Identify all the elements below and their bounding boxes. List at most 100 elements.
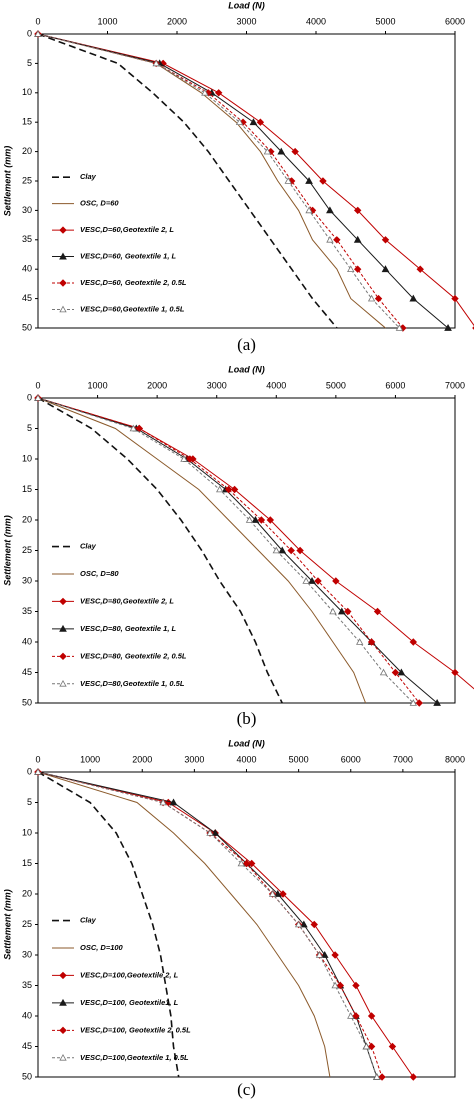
x-tick-label: 6000 [385,380,405,390]
series-line [37,33,386,329]
marker [249,118,258,126]
y-tick-label: 10 [22,87,32,97]
marker [367,1042,376,1051]
marker [336,981,345,990]
marker [291,147,299,156]
marker [242,859,251,868]
y-tick-label: 5 [27,58,32,68]
x-tick-label: 1000 [80,754,100,764]
y-tick-label: 30 [22,205,32,215]
legend-label: OSC, D=100 [80,943,124,952]
legend-marker [59,305,67,313]
marker [315,951,324,958]
marker [235,118,244,125]
legend-marker [59,597,67,606]
marker [169,798,178,806]
caption: (b) [237,709,257,728]
legend-label: Clay [80,916,97,925]
legend-label: VESC,D=60, Geotextile 1, L [80,252,176,261]
marker [367,638,376,646]
marker [302,577,310,584]
marker [248,859,256,868]
legend-marker [59,971,67,980]
marker [245,516,254,523]
marker [294,920,303,928]
legend-label: VESC,D=80,Geotextile 1, 0.5L [80,679,185,688]
y-tick-label: 10 [22,453,32,463]
y-tick-label: 45 [22,667,32,677]
y-tick-label: 15 [22,858,32,868]
marker [388,1042,397,1051]
x-tick-label: 1000 [88,380,108,390]
legend-label: VESC,D=60,Geotextile 1, 0.5L [80,304,185,313]
marker [409,638,418,646]
x-tick-label: 3000 [207,380,227,390]
y-tick-label: 50 [22,322,32,332]
marker [216,485,224,493]
x-axis-label: Load (N) [228,0,265,10]
legend-label: VESC,D=80,Geotextile 2, L [80,596,174,605]
marker [356,638,364,645]
marker [272,546,280,554]
marker [256,118,265,126]
x-tick-label: 8000 [445,754,465,764]
y-tick-label: 35 [22,606,32,616]
marker [278,546,287,554]
marker [391,668,400,677]
legend-marker [59,279,67,287]
marker [308,576,316,584]
y-tick-label: 0 [27,392,32,402]
caption: (c) [237,1080,256,1099]
legend-marker [59,1026,67,1035]
legend-marker [59,652,67,661]
marker [224,485,233,494]
marker [332,577,340,585]
y-tick-label: 20 [22,888,32,898]
marker [320,950,329,958]
marker [268,890,277,897]
marker [314,577,322,585]
marker [373,1073,381,1080]
x-tick-label: 5000 [326,380,346,390]
marker [433,698,441,706]
marker [279,890,287,898]
marker [257,516,266,524]
marker [379,668,388,676]
y-tick-label: 5 [27,423,32,433]
legend-label: VESC,D=80, Geotextile 1, L [80,624,176,633]
marker [337,607,346,615]
y-tick-label: 10 [22,827,32,837]
legend-marker [59,252,67,260]
legend-label: OSC, D=80 [80,569,119,578]
y-tick-label: 50 [22,1071,32,1081]
legend-label: VESC,D=60,Geotextile 2, L [80,225,174,234]
y-tick-label: 5 [27,797,32,807]
marker [211,828,220,836]
legend-label: Clay [80,542,97,551]
x-tick-label: 5000 [289,754,309,764]
marker [333,236,341,244]
x-tick-label: 6000 [445,16,465,26]
x-tick-label: 3000 [236,16,256,26]
x-tick-label: 0 [35,16,40,26]
marker [353,206,362,215]
marker [415,699,423,707]
marker [451,668,459,677]
legend-label: VESC,D=100,Geotextile 1, 0.5L [80,1053,189,1062]
marker [159,798,167,806]
y-tick-label: 40 [22,1010,32,1020]
marker [186,455,194,463]
x-tick-label: 7000 [445,380,465,390]
legend-label: VESC,D=80, Geotextile 2, 0.5L [80,651,187,660]
marker [353,265,362,273]
y-tick-label: 25 [22,545,32,555]
marker [409,294,418,302]
marker [277,147,286,155]
marker [347,265,355,272]
y-tick-label: 15 [22,117,32,127]
legend-label: VESC,D=60, Geotextile 2, 0.5L [80,278,187,287]
y-axis-label: Settlement (mm) [2,889,12,960]
x-tick-label: 2000 [167,16,187,26]
series-line [37,33,404,329]
